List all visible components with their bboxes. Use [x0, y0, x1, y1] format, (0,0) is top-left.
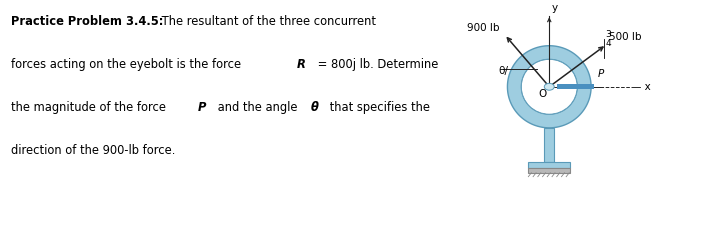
- Text: 900 lb: 900 lb: [467, 23, 500, 33]
- Text: θ/: θ/: [498, 66, 508, 76]
- Text: 4: 4: [606, 39, 611, 48]
- Text: the magnitude of the force: the magnitude of the force: [12, 101, 170, 115]
- Text: P: P: [598, 69, 604, 79]
- Text: P: P: [197, 101, 206, 115]
- Polygon shape: [508, 46, 591, 128]
- Text: — x: — x: [631, 82, 651, 92]
- Circle shape: [521, 59, 577, 114]
- Bar: [544, 128, 554, 162]
- Text: 3: 3: [606, 29, 611, 38]
- Text: Practice Problem 3.4.5:: Practice Problem 3.4.5:: [12, 16, 163, 28]
- Text: R: R: [297, 58, 306, 71]
- Bar: [528, 162, 570, 168]
- Text: θ: θ: [310, 101, 318, 115]
- Text: = 800j lb. Determine: = 800j lb. Determine: [314, 58, 438, 71]
- Text: O: O: [538, 89, 546, 99]
- Text: and the angle: and the angle: [214, 101, 301, 115]
- Text: forces acting on the eyebolt is the force: forces acting on the eyebolt is the forc…: [12, 58, 245, 71]
- Text: that specifies the: that specifies the: [326, 101, 430, 115]
- FancyArrow shape: [557, 84, 594, 90]
- Text: direction of the 900-lb force.: direction of the 900-lb force.: [12, 144, 176, 158]
- Ellipse shape: [544, 83, 554, 90]
- Text: y: y: [552, 3, 557, 14]
- Bar: [528, 168, 570, 173]
- Text: The resultant of the three concurrent: The resultant of the three concurrent: [158, 16, 376, 28]
- Text: 500 lb: 500 lb: [608, 32, 641, 43]
